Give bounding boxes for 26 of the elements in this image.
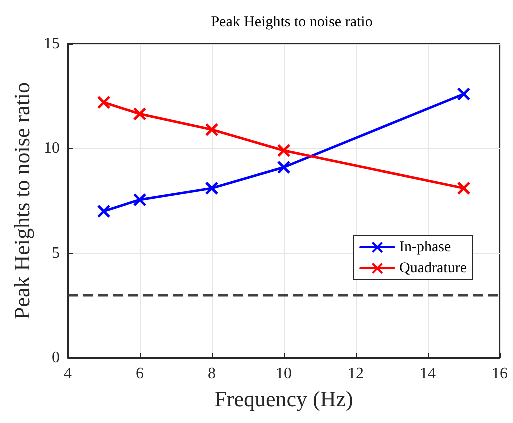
point [277, 144, 291, 158]
legend-label: Quadrature [400, 260, 468, 276]
x-tick-label: 4 [64, 366, 72, 382]
x-tick-label: 10 [276, 366, 292, 382]
point [205, 182, 219, 196]
x-tick-label: 12 [348, 366, 364, 382]
x-tick-label: 16 [492, 366, 508, 382]
y-tick-label: 15 [44, 36, 60, 52]
point [97, 204, 111, 218]
y-axis-title: Peak Heights to noise ratio [10, 82, 35, 320]
point [277, 160, 291, 174]
point [133, 193, 147, 207]
x-tick-label: 6 [136, 366, 144, 382]
point [133, 107, 147, 121]
y-tick-label: 5 [52, 244, 60, 262]
x-axis-title: Frequency (Hz) [214, 386, 354, 412]
point [205, 123, 219, 137]
x-tick-label: 8 [208, 366, 216, 382]
chart-title: Peak Heights to noise ratio [211, 14, 373, 30]
point [457, 182, 471, 196]
point [97, 96, 111, 110]
point [457, 87, 471, 101]
y-tick-label: 0 [52, 350, 60, 366]
y-tick-label: 10 [44, 140, 60, 158]
x-tick-label: 14 [420, 366, 436, 382]
legend-label: In-phase [400, 240, 452, 256]
